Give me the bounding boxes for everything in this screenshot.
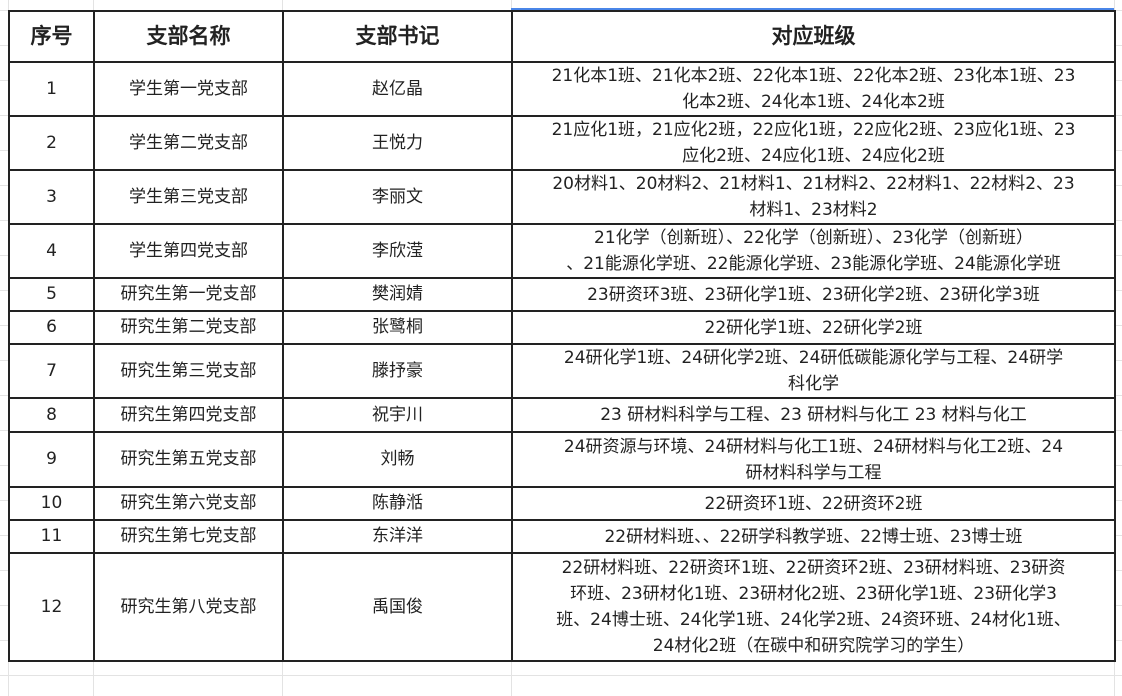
classes-line: 材料1、23材料2 [749, 200, 878, 220]
branch-table: 序号 支部名称 支部书记 对应班级 1 学生第一党支部 赵亿晶 21化本1班、21化本… [8, 10, 1116, 662]
classes-line: 、21能源化学班、22能源化学班、23能源化学班、24能源化学班 [566, 254, 1061, 274]
cell-secretary[interactable]: 张鹭桐 [282, 310, 513, 345]
cell-no[interactable]: 11 [8, 519, 95, 554]
cell-no[interactable]: 5 [8, 277, 95, 312]
classes-line: 22研材料班、、22研学科教学班、22博士班、23博士班 [604, 526, 1023, 547]
table-row: 8 研究生第四党支部 祝宇川 23 研材料科学与工程、23 研材料与化工 23 材料与… [8, 397, 1116, 433]
cell-branch[interactable]: 研究生第六党支部 [93, 486, 284, 521]
classes-line: 环班、23研材化1班、23研材化2班、23研化学1班、23研化学3 [570, 584, 1057, 604]
classes-line: 21化学（创新班）、22化学（创新班）、23化学（创新班） [594, 228, 1033, 248]
header-no[interactable]: 序号 [8, 10, 95, 63]
table-row: 4 学生第四党支部 李欣滢 21化学（创新班）、22化学（创新班）、23化学（创新班）… [8, 223, 1116, 279]
header-secretary[interactable]: 支部书记 [282, 10, 513, 63]
classes-line: 科化学 [788, 374, 839, 394]
table-row: 2 学生第二党支部 王悦力 21应化1班，21应化2班，22应化1班，22应化2班、2… [8, 115, 1116, 171]
cell-secretary[interactable]: 祝宇川 [282, 397, 513, 433]
cell-no[interactable]: 8 [8, 397, 95, 433]
classes-line: 研材料科学与工程 [745, 462, 882, 483]
cell-branch[interactable]: 学生第一党支部 [93, 61, 284, 117]
classes-line: 21化本1班、21化本2班、22化本1班、22化本2班、23化本1班、23 [551, 66, 1076, 86]
header-row: 序号 支部名称 支部书记 对应班级 [8, 10, 1116, 63]
classes-line: 23 研材料科学与工程、23 研材料与化工 23 材料与化工 [600, 405, 1027, 425]
cell-secretary[interactable]: 赵亿晶 [282, 61, 513, 117]
cell-classes[interactable]: 21化本1班、21化本2班、22化本1班、22化本2班、23化本1班、23 化本2… [511, 61, 1116, 117]
table-row: 11 研究生第七党支部 东洋洋 22研材料班、、22研学科教学班、22博士班、23博士… [8, 519, 1116, 554]
cell-branch[interactable]: 研究生第四党支部 [93, 397, 284, 433]
cell-no[interactable]: 10 [8, 486, 95, 521]
cell-no[interactable]: 4 [8, 223, 95, 279]
cell-secretary[interactable]: 李欣滢 [282, 223, 513, 279]
cell-branch[interactable]: 研究生第三党支部 [93, 343, 284, 399]
classes-line: 班、24博士班、24化学1班、24化学2班、24资环班、24材化1班、 [556, 610, 1071, 630]
header-classes[interactable]: 对应班级 [511, 10, 1116, 63]
cell-secretary[interactable]: 陈静湉 [282, 486, 513, 521]
table-row: 10 研究生第六党支部 陈静湉 22研资环1班、22研资环2班 [8, 486, 1116, 521]
cell-secretary[interactable]: 刘畅 [282, 431, 513, 488]
cell-no[interactable]: 9 [8, 431, 95, 488]
table-row: 1 学生第一党支部 赵亿晶 21化本1班、21化本2班、22化本1班、22化本2班、2… [8, 61, 1116, 117]
cell-classes[interactable]: 22研化学1班、22研化学2班 [511, 310, 1116, 345]
cell-classes[interactable]: 22研材料班、、22研学科教学班、22博士班、23博士班 [511, 519, 1116, 554]
classes-line: 22研资环1班、22研资环2班 [704, 493, 923, 514]
cell-secretary[interactable]: 李丽文 [282, 169, 513, 225]
classes-line: 化本2班、24化本1班、24化本2班 [682, 92, 945, 112]
cell-secretary[interactable]: 禹国俊 [282, 552, 513, 662]
cell-no[interactable]: 6 [8, 310, 95, 345]
cell-secretary[interactable]: 滕抒豪 [282, 343, 513, 399]
cell-branch[interactable]: 研究生第五党支部 [93, 431, 284, 488]
cell-no[interactable]: 7 [8, 343, 95, 399]
cell-secretary[interactable]: 樊润婧 [282, 277, 513, 312]
cell-classes[interactable]: 21应化1班，21应化2班，22应化1班，22应化2班、23应化1班、23 应化2… [511, 115, 1116, 171]
cell-branch[interactable]: 研究生第八党支部 [93, 552, 284, 662]
classes-line: 24研化学1班、24研化学2班、24研低碳能源化学与工程、24研学 [563, 348, 1064, 368]
header-branch[interactable]: 支部名称 [93, 10, 284, 63]
cell-branch[interactable]: 学生第二党支部 [93, 115, 284, 171]
classes-line: 23研资环3班、23研化学1班、23研化学2班、23研化学3班 [587, 284, 1040, 305]
cell-classes[interactable]: 24研化学1班、24研化学2班、24研低碳能源化学与工程、24研学 科化学 [511, 343, 1116, 399]
table-row: 6 研究生第二党支部 张鹭桐 22研化学1班、22研化学2班 [8, 310, 1116, 345]
column-selection-indicator [511, 8, 1114, 10]
cell-secretary[interactable]: 王悦力 [282, 115, 513, 171]
cell-classes[interactable]: 22研资环1班、22研资环2班 [511, 486, 1116, 521]
cell-classes[interactable]: 23研资环3班、23研化学1班、23研化学2班、23研化学3班 [511, 277, 1116, 312]
cell-classes[interactable]: 24研资源与环境、24研材料与化工1班、24研材料与化工2班、24 研材料科学与工… [511, 431, 1116, 488]
classes-line: 24材化2班（在碳中和研究院学习的学生） [652, 636, 975, 656]
table-row: 7 研究生第三党支部 滕抒豪 24研化学1班、24研化学2班、24研低碳能源化学与工程… [8, 343, 1116, 399]
classes-line: 24研资源与环境、24研材料与化工1班、24研材料与化工2班、24 [563, 436, 1064, 457]
cell-branch[interactable]: 研究生第一党支部 [93, 277, 284, 312]
cell-classes[interactable]: 21化学（创新班）、22化学（创新班）、23化学（创新班） 、21能源化学班、22… [511, 223, 1116, 279]
table-row: 5 研究生第一党支部 樊润婧 23研资环3班、23研化学1班、23研化学2班、23研化… [8, 277, 1116, 312]
classes-line: 21应化1班，21应化2班，22应化1班，22应化2班、23应化1班、23 [551, 120, 1076, 140]
cell-no[interactable]: 1 [8, 61, 95, 117]
classes-line: 22研化学1班、22研化学2班 [704, 317, 923, 338]
table-row: 12 研究生第八党支部 禹国俊 22研材料班、22研资环1班、22研资环2班、23研材… [8, 552, 1116, 662]
cell-classes[interactable]: 23 研材料科学与工程、23 研材料与化工 23 材料与化工 [511, 397, 1116, 433]
cell-branch[interactable]: 研究生第二党支部 [93, 310, 284, 345]
cell-no[interactable]: 2 [8, 115, 95, 171]
classes-line: 22研材料班、22研资环1班、22研资环2班、23研材料班、23研资 [561, 558, 1066, 578]
cell-classes[interactable]: 20材料1、20材料2、21材料1、21材料2、22材料1、22材料2、23 材料… [511, 169, 1116, 225]
cell-secretary[interactable]: 东洋洋 [282, 519, 513, 554]
table-row: 3 学生第三党支部 李丽文 20材料1、20材料2、21材料1、21材料2、22材料1… [8, 169, 1116, 225]
classes-line: 20材料1、20材料2、21材料1、21材料2、22材料1、22材料2、23 [552, 174, 1075, 194]
cell-classes[interactable]: 22研材料班、22研资环1班、22研资环2班、23研材料班、23研资 环班、23研… [511, 552, 1116, 662]
table-row: 9 研究生第五党支部 刘畅 24研资源与环境、24研材料与化工1班、24研材料与化工2… [8, 431, 1116, 488]
cell-branch[interactable]: 学生第四党支部 [93, 223, 284, 279]
cell-branch[interactable]: 学生第三党支部 [93, 169, 284, 225]
cell-branch[interactable]: 研究生第七党支部 [93, 519, 284, 554]
classes-line: 应化2班、24应化1班、24应化2班 [682, 146, 945, 166]
cell-no[interactable]: 12 [8, 552, 95, 662]
cell-no[interactable]: 3 [8, 169, 95, 225]
